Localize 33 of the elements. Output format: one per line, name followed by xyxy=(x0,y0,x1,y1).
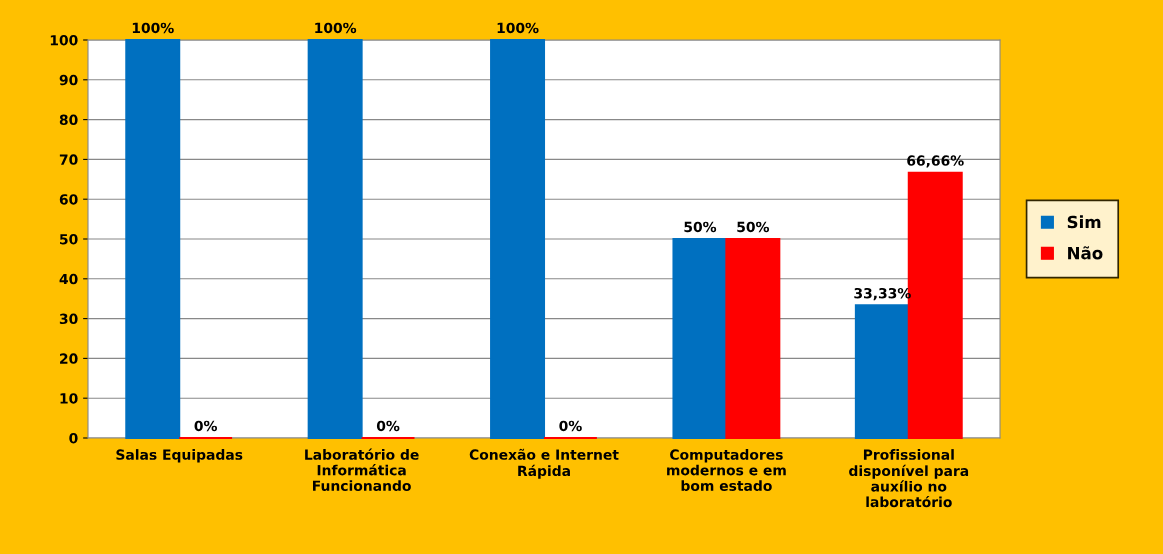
data-label: 100% xyxy=(132,22,174,34)
x-tick-label: Laboratório de Informática Funcionando xyxy=(305,448,419,491)
y-tick-label: 10 xyxy=(60,393,78,404)
y-tick-label: 90 xyxy=(59,74,78,86)
x-tick-label: Conexão e Internet Rápida xyxy=(469,448,619,479)
y-tick-label: 60 xyxy=(59,194,78,205)
y-tick-label: 80 xyxy=(59,114,78,126)
bar xyxy=(307,38,363,440)
bar xyxy=(490,38,546,440)
bar xyxy=(125,38,181,440)
y-tick-label: 100 xyxy=(50,34,78,46)
bar xyxy=(854,304,910,440)
y-tick-label: 0 xyxy=(69,432,78,444)
data-label: 50% xyxy=(737,221,770,233)
data-label: 0% xyxy=(194,420,217,432)
y-tick-label: 30 xyxy=(59,313,78,325)
data-label: 100% xyxy=(497,22,539,34)
y-tick-label: 70 xyxy=(59,154,78,165)
bar xyxy=(725,237,781,440)
y-tick-label: 50 xyxy=(60,233,78,245)
data-label: 0% xyxy=(376,420,400,432)
x-tick-label: Profissional disponível para auxílio no laboratório xyxy=(849,449,969,508)
y-tick-label: 40 xyxy=(59,273,78,285)
data-label: 66,66% xyxy=(907,155,964,168)
legend-label: Não xyxy=(1068,246,1103,260)
legend-label: Sim xyxy=(1067,215,1101,229)
y-tick-label: 20 xyxy=(60,353,78,364)
bar xyxy=(672,237,728,440)
data-label: 50% xyxy=(684,221,717,233)
x-tick-label: Salas Equipadas xyxy=(116,449,243,463)
data-label: 0% xyxy=(559,420,582,432)
data-label: 100% xyxy=(315,22,357,34)
x-tick-label: Computadores modernos e em bom estado xyxy=(667,449,786,491)
